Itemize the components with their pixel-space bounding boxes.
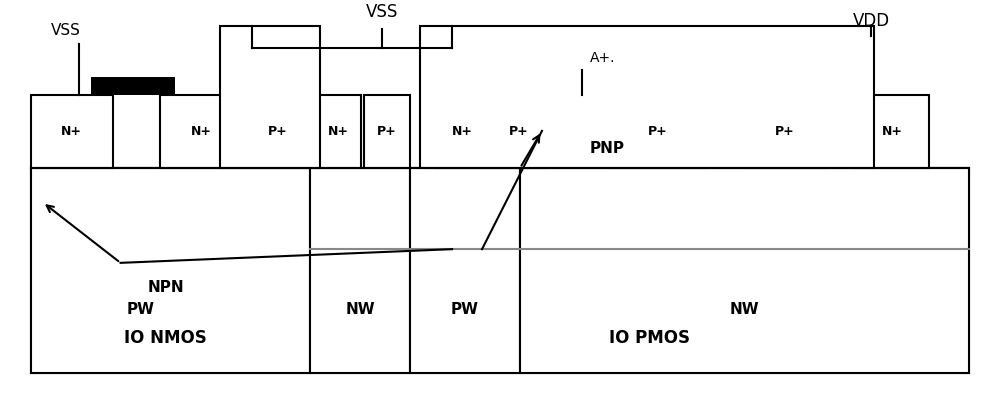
Text: NPN: NPN [147,280,184,295]
Bar [410,168,520,373]
Bar [31,168,310,373]
Bar [555,77,640,95]
Text: N+: N+ [61,125,82,138]
Text: PW: PW [126,302,154,317]
Text: IO PMOS: IO PMOS [609,329,690,347]
Text: P+: P+ [509,125,529,138]
Text: IO NMOS: IO NMOS [124,329,207,347]
Bar [245,95,310,168]
Bar [855,95,929,168]
Bar [220,26,320,168]
Bar [160,95,242,168]
Text: N+: N+ [452,125,473,138]
Bar [310,168,410,373]
Bar [315,95,361,168]
Text: VDD: VDD [853,12,890,30]
Bar [364,95,410,168]
Bar [520,168,969,373]
Text: N+: N+ [191,125,212,138]
Text: A+.: A+. [590,51,615,65]
Text: NW: NW [345,302,375,317]
Text: NW: NW [730,302,759,317]
Bar [31,95,113,168]
Bar [31,168,969,373]
Bar [420,26,874,168]
Text: PW: PW [451,302,479,317]
Text: VSS: VSS [366,3,398,21]
Text: P+: P+ [647,125,667,138]
Text: P+: P+ [775,125,794,138]
Text: VSS: VSS [51,23,81,38]
Bar [610,95,705,168]
Text: P+: P+ [377,125,397,138]
Bar [91,77,175,95]
Bar [745,95,825,168]
Text: N+: N+ [328,125,349,138]
Bar [493,95,545,168]
Bar [435,95,490,168]
Text: N+: N+ [881,125,902,138]
Text: PNP: PNP [590,141,625,156]
Text: P+: P+ [268,125,288,138]
